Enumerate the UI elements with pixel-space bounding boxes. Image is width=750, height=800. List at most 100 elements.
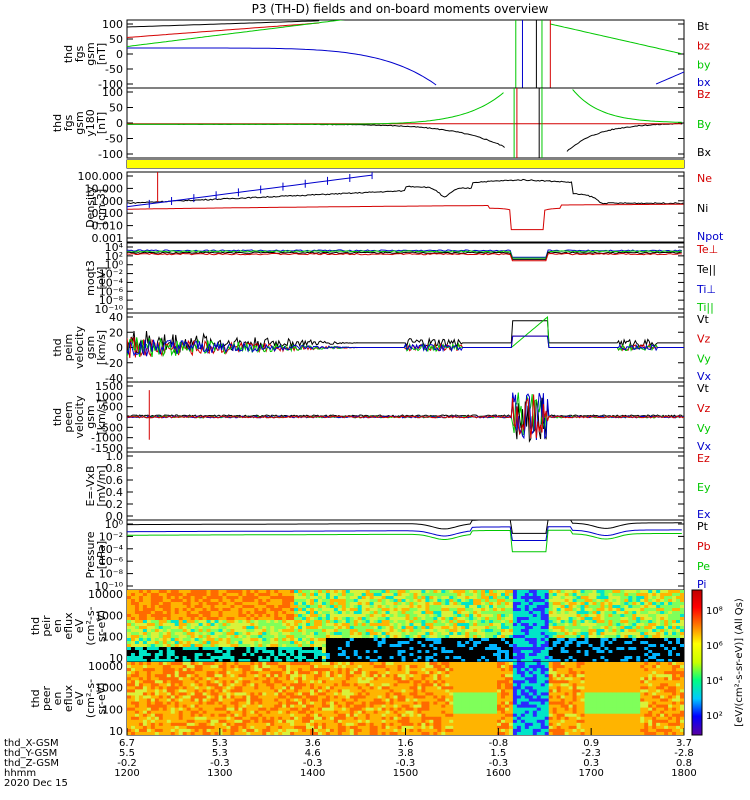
heatmap-cell — [421, 638, 426, 642]
heatmap-cell — [246, 686, 251, 690]
heatmap-cell — [230, 623, 235, 627]
heatmap-cell — [329, 692, 335, 696]
heatmap-cell — [333, 617, 339, 621]
heatmap-cell — [298, 659, 303, 662]
heatmap-cell — [409, 611, 414, 615]
heatmap-cell — [313, 638, 319, 642]
heatmap-cell — [401, 659, 406, 662]
heatmap-cell — [624, 599, 629, 603]
heatmap-cell — [397, 623, 403, 627]
heatmap-cell — [477, 656, 482, 660]
heatmap-cell — [238, 617, 243, 621]
heatmap-cell — [592, 590, 597, 594]
heatmap-cell — [242, 590, 247, 594]
heatmap-cell — [142, 680, 148, 684]
heatmap-cell — [238, 722, 243, 727]
heatmap-cell — [608, 632, 613, 636]
heatmap-cell — [202, 695, 208, 699]
heatmap-cell — [230, 620, 235, 624]
heatmap-cell — [234, 605, 239, 609]
heatmap-cell — [222, 611, 227, 615]
heatmap-cell — [238, 710, 243, 715]
heatmap-cell — [310, 623, 315, 627]
heatmap-cell — [429, 629, 434, 633]
heatmap-cell — [493, 620, 498, 624]
heatmap-cell — [127, 605, 132, 609]
heatmap-cell — [504, 629, 510, 633]
heatmap-cell — [162, 731, 168, 735]
heatmap-cell — [138, 629, 144, 633]
heatmap-cell — [381, 659, 387, 662]
heatmap-cell — [457, 611, 462, 615]
heatmap-cell — [294, 632, 299, 636]
heatmap-cell — [337, 623, 343, 627]
heatmap-cell — [393, 641, 399, 645]
heatmap-cell — [604, 596, 609, 600]
heatmap-cell — [258, 707, 263, 712]
heatmap-cell — [656, 611, 661, 615]
heatmap-cell — [409, 632, 414, 636]
heatmap-cell — [528, 602, 534, 606]
heatmap-cell — [473, 644, 478, 648]
heatmap-cell — [306, 692, 311, 696]
heatmap-cell — [572, 599, 578, 603]
heatmap-cell — [270, 701, 275, 706]
heatmap-cell — [548, 608, 554, 612]
legend-entry: Ex — [697, 508, 711, 521]
heatmap-cell — [528, 635, 534, 639]
heatmap-cell — [310, 605, 315, 609]
heatmap-cell — [162, 638, 168, 642]
heatmap-cell — [266, 686, 271, 690]
heatmap-cell — [600, 632, 605, 636]
heatmap-cell — [230, 662, 235, 666]
heatmap-cell — [194, 623, 200, 627]
heatmap-cell — [174, 617, 180, 621]
heatmap-cell — [158, 716, 164, 721]
heatmap-cell — [178, 716, 184, 721]
heatmap-cell — [325, 605, 331, 609]
heatmap-cell — [345, 605, 351, 609]
heatmap-cell — [504, 650, 510, 654]
heatmap-cell — [453, 605, 458, 609]
heatmap-cell — [596, 638, 601, 642]
heatmap-cell — [417, 590, 422, 594]
heatmap-cell — [198, 599, 204, 603]
heatmap-cell — [214, 635, 220, 639]
heatmap-cell — [660, 596, 665, 600]
heatmap-cell — [310, 662, 315, 666]
heatmap-cell — [564, 638, 570, 642]
heatmap-cell — [250, 620, 255, 624]
heatmap-cell — [405, 626, 410, 630]
ytick-label: -100 — [98, 148, 123, 161]
trace-temp-2 — [127, 251, 682, 260]
heatmap-cell — [433, 617, 438, 621]
heatmap-cell — [226, 722, 231, 727]
heatmap-cell — [150, 674, 156, 678]
heatmap-cell — [170, 653, 176, 657]
heatmap-cell — [130, 716, 136, 721]
heatmap-cell — [465, 599, 470, 603]
heatmap-cell — [282, 662, 287, 666]
heatmap-cell — [329, 611, 335, 615]
heatmap-cell — [656, 638, 661, 642]
heatmap-cell — [333, 635, 339, 639]
heatmap-cell — [174, 653, 180, 657]
heatmap-cell — [516, 659, 522, 662]
heatmap-cell — [437, 647, 442, 651]
heatmap-cell — [166, 668, 172, 672]
heatmap-cell — [174, 668, 180, 672]
heatmap-cell — [130, 704, 136, 709]
heatmap-cell — [294, 713, 299, 718]
heatmap-cell — [202, 602, 208, 606]
heatmap-cell — [210, 650, 216, 654]
heatmap-cell — [313, 656, 319, 660]
heatmap-cell — [238, 713, 243, 718]
heatmap-cell — [298, 662, 303, 666]
heatmap-cell — [134, 692, 140, 696]
heatmap-cell — [262, 653, 267, 657]
heatmap-cell — [333, 689, 339, 693]
heatmap-cell — [413, 659, 418, 662]
heatmap-cell — [500, 641, 506, 645]
heatmap-cell — [194, 698, 200, 703]
heatmap-cell — [313, 599, 319, 603]
